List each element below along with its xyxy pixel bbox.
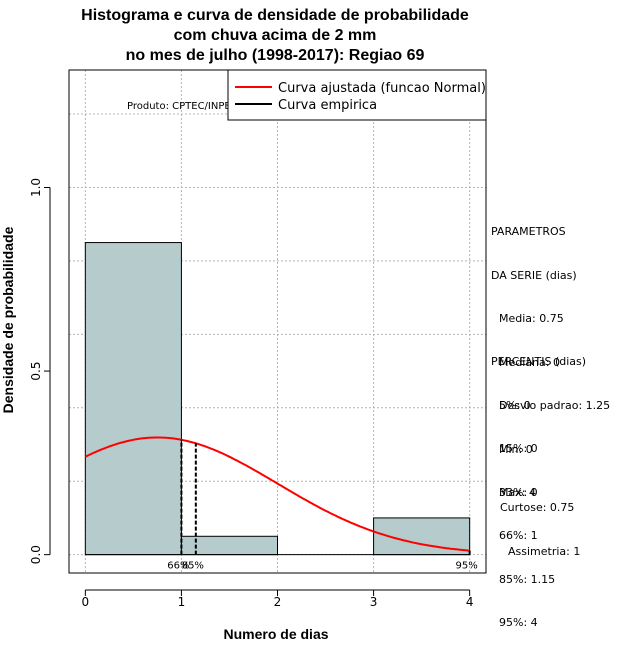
legend-label-0: Curva ajustada (funcao Normal) [278,81,486,96]
y-axis-label: Densidade de probabilidade [0,226,16,413]
percentiles-panel: PERCENTIS (dias) 5%: 0 15%: 0 33%: 0 66%… [491,326,586,645]
product-annotation: Produto: CPTEC/INPE [127,101,231,112]
curtose-value: Curtose: 0.75 [500,501,575,514]
normal-fit-curve [84,436,470,552]
parameters-panel: PARAMETROS DA SERIE (dias) Media: 0.75 M… [491,196,610,515]
param-media: Media: 0.75 [499,312,564,325]
y-tick-label-1: 0.5 [29,362,43,381]
x-tick-label-0: 0 [82,595,90,609]
percentile-66: 66%: 1 [499,529,538,542]
percentiles-title: PERCENTIS (dias) [491,355,587,368]
percentile-15: 15%: 0 [499,442,538,455]
x-tick-label-3: 3 [370,595,378,609]
histogram-bar-0 [84,242,182,556]
percentile-85: 85%: 1.15 [499,572,556,586]
chart-title-line-1: Histograma e curva de densidade de proba… [81,7,469,24]
x-axis-label: Numero de dias [223,626,328,642]
chart-title-line-3: no mes de julho (1998-2017): Regiao 69 [125,47,425,64]
param-min: Min: 0 [499,442,533,456]
percentile-33: 33%: 0 [499,485,538,499]
assimetria-value: Assimetria: 1 [508,544,581,558]
percentile-5: 5%: 0 [499,398,531,412]
percentile-label-1: 85% [182,561,204,572]
x-tick-label-4: 4 [466,595,474,609]
legend-label-1: Curva empirica [278,98,377,113]
x-tick-label-2: 2 [274,595,282,609]
percentile-label-2: 95% [456,561,478,572]
chart-title-line-2: com chuva acima de 2 mm [173,27,377,44]
parameters-subtitle: DA SERIE (dias) [491,268,577,282]
parameters-title: PARAMETROS [491,225,566,238]
param-max: Max: 4 [499,486,536,499]
param-desvio: Desvio padrao: 1.25 [499,399,611,412]
percentile-95: 95%: 4 [499,616,538,629]
x-tick-label-1: 1 [178,595,186,609]
y-tick-label-2: 1.0 [29,178,43,197]
shape-panel: Curtose: 0.75 Assimetria: 1 [500,472,580,574]
percentile-label-0: 66% [167,561,189,572]
legend-box [227,69,487,121]
y-tick-label-0: 0.0 [29,545,43,564]
param-mediana: Mediana: 0 [499,355,560,369]
